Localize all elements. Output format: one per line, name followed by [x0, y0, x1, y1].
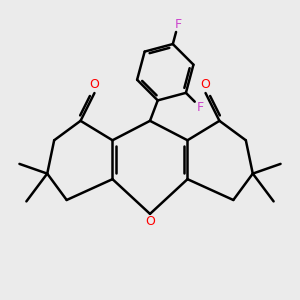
Text: O: O [89, 78, 99, 91]
Text: O: O [145, 215, 155, 228]
Text: F: F [175, 18, 182, 31]
Text: O: O [201, 78, 211, 91]
Text: F: F [197, 101, 204, 114]
